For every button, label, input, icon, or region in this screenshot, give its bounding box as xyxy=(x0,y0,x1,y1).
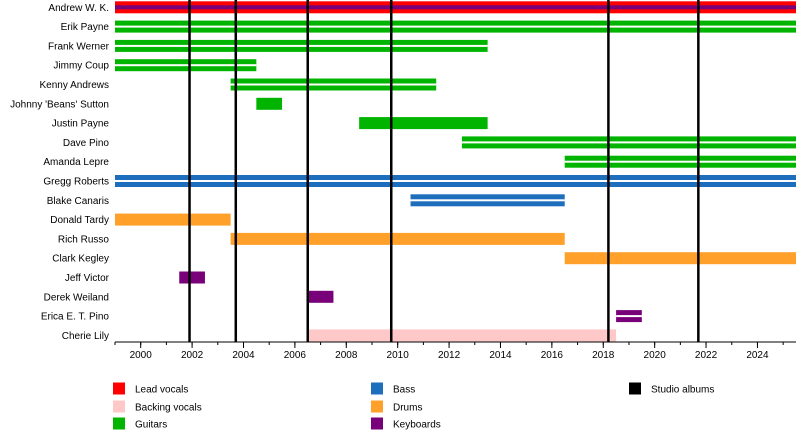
legend-swatch xyxy=(371,417,383,430)
member-row-rich-russo: Rich Russo xyxy=(58,232,565,245)
member-row-justin-payne: Justin Payne xyxy=(52,117,488,130)
member-name-label: Frank Werner xyxy=(48,41,110,52)
x-tick-label: 2000 xyxy=(130,350,153,361)
member-name-label: Blake Canaris xyxy=(47,196,109,207)
member-bar-secondary xyxy=(115,5,796,10)
legend-swatch xyxy=(371,382,383,395)
member-bar xyxy=(307,329,617,342)
x-tick-label: 2018 xyxy=(592,350,615,361)
x-tick-label: 2002 xyxy=(181,350,204,361)
legend-label: Guitars xyxy=(135,420,167,430)
member-row-amanda-lepre: Amanda Lepre xyxy=(43,155,796,168)
legend-label: Keyboards xyxy=(393,420,441,430)
member-row-dave-pino: Dave Pino xyxy=(63,136,796,149)
member-name-label: Johnny 'Beans' Sutton xyxy=(10,99,109,110)
legend-item-keyboards: Keyboards xyxy=(371,417,441,430)
legend-item-lead-vocals: Lead vocals xyxy=(113,382,188,396)
member-row-jeff-victor: Jeff Victor xyxy=(65,271,205,284)
member-name-label: Andrew W. K. xyxy=(48,3,109,14)
member-bar xyxy=(307,290,334,303)
member-bar xyxy=(359,117,488,130)
member-name-label: Gregg Roberts xyxy=(43,177,109,188)
x-tick-label: 2008 xyxy=(335,350,358,361)
member-name-label: Clark Kegley xyxy=(52,254,109,265)
member-name-label: Donald Tardy xyxy=(50,215,109,226)
member-bar-gap xyxy=(115,25,796,28)
legend: Lead vocals Backing vocals Guitars Bass Drum… xyxy=(113,382,714,430)
member-bar-gap xyxy=(616,315,642,318)
x-tick-label: 2004 xyxy=(232,350,255,361)
member-row-blake-canaris: Blake Canaris xyxy=(47,194,565,207)
member-bar xyxy=(564,252,796,265)
legend-label: Backing vocals xyxy=(135,403,202,414)
member-row-cherie-lily: Cherie Lily xyxy=(62,329,617,342)
member-row-gregg-roberts: Gregg Roberts xyxy=(43,175,796,188)
album-lines xyxy=(188,0,700,342)
member-row-donald-tardy: Donald Tardy xyxy=(50,213,231,226)
member-bar-gap xyxy=(461,141,796,144)
member-row-jimmy-coup: Jimmy Coup xyxy=(53,59,257,72)
legend-item-studio-albums: Studio albums xyxy=(629,382,714,396)
x-tick-label: 2012 xyxy=(438,350,461,361)
legend-swatch xyxy=(629,382,641,395)
legend-swatch xyxy=(371,400,383,413)
x-tick-label: 2016 xyxy=(541,350,564,361)
member-row-kenny-andrews: Kenny Andrews xyxy=(40,78,437,91)
member-row-johnny-beans-sutton: Johnny 'Beans' Sutton xyxy=(10,97,283,110)
member-rows: Andrew W. K. Erik Payne Frank Werner Jimmy … xyxy=(10,1,796,342)
legend-swatch xyxy=(113,382,125,395)
member-bar xyxy=(230,232,565,245)
member-bar-gap xyxy=(564,160,796,163)
member-row-erik-payne: Erik Payne xyxy=(61,20,796,33)
member-bar xyxy=(115,213,231,226)
member-name-label: Jeff Victor xyxy=(65,273,110,284)
member-name-label: Dave Pino xyxy=(63,138,110,149)
member-bar-gap xyxy=(115,44,488,47)
member-name-label: Cherie Lily xyxy=(62,331,109,342)
member-bar-gap xyxy=(115,64,257,67)
member-name-label: Amanda Lepre xyxy=(43,157,109,168)
member-name-label: Erica E. T. Pino xyxy=(41,312,110,323)
legend-item-bass: Bass xyxy=(371,382,415,396)
legend-label: Lead vocals xyxy=(135,385,188,396)
x-tick-label: 2024 xyxy=(746,350,769,361)
legend-item-drums: Drums xyxy=(371,400,422,414)
legend-label: Studio albums xyxy=(651,385,714,396)
x-tick-label: 2020 xyxy=(644,350,667,361)
x-tick-label: 2022 xyxy=(695,350,718,361)
legend-swatch xyxy=(113,417,125,430)
member-bar xyxy=(179,271,205,284)
member-name-label: Erik Payne xyxy=(61,22,110,33)
legend-item-guitars: Guitars xyxy=(113,417,167,430)
member-bar-gap xyxy=(230,83,437,86)
member-row-erica-e-t-pino: Erica E. T. Pino xyxy=(41,310,642,323)
member-row-derek-weiland: Derek Weiland xyxy=(44,290,334,303)
legend-item-backing-vocals: Backing vocals xyxy=(113,400,202,414)
member-name-label: Justin Payne xyxy=(52,119,110,130)
legend-swatch xyxy=(113,400,125,413)
member-name-label: Jimmy Coup xyxy=(53,61,109,72)
x-tick-label: 2006 xyxy=(284,350,307,361)
legend-label: Bass xyxy=(393,385,415,396)
member-bar-gap xyxy=(410,199,565,202)
member-name-label: Derek Weiland xyxy=(44,292,109,303)
member-row-andrew-w-k: Andrew W. K. xyxy=(48,1,796,14)
member-name-label: Kenny Andrews xyxy=(40,80,110,91)
x-tick-label: 2014 xyxy=(489,350,512,361)
member-row-clark-kegley: Clark Kegley xyxy=(52,252,796,265)
member-name-label: Rich Russo xyxy=(58,234,110,245)
x-axis: 2000 2002 2004 2006 2008 2010 2012 2014 2016 2018… xyxy=(114,341,796,361)
member-bar xyxy=(256,97,283,110)
legend-label: Drums xyxy=(393,403,422,414)
member-row-frank-werner: Frank Werner xyxy=(48,39,488,52)
member-bar-gap xyxy=(115,180,796,182)
x-tick-label: 2010 xyxy=(387,350,410,361)
